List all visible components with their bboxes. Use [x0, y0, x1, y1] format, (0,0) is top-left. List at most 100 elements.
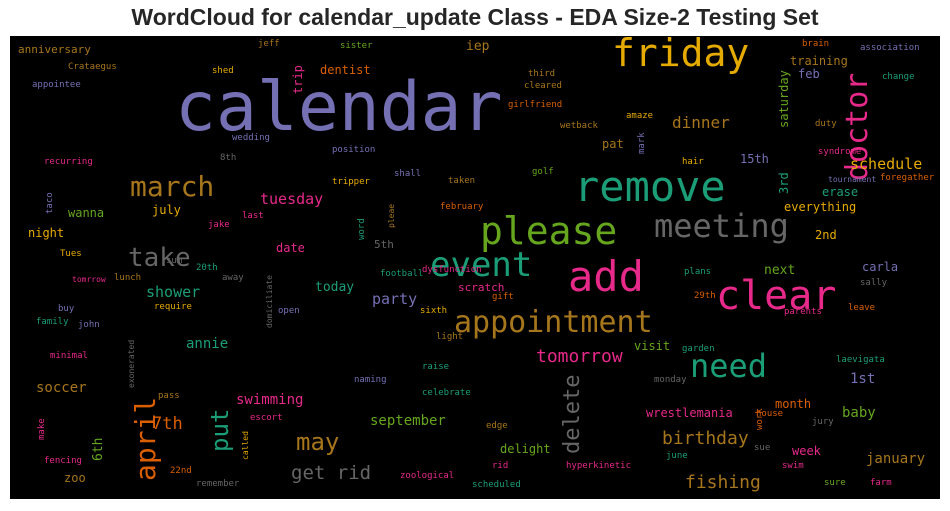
word-edge: edge [486, 421, 508, 431]
word-22nd: 22nd [170, 466, 192, 476]
word-erase: erase [822, 185, 859, 199]
word-everything: everything [784, 200, 857, 214]
word-jake: jake [208, 220, 230, 230]
word-cleared: cleared [524, 81, 562, 91]
word-tripper: tripper [332, 177, 370, 187]
word-event: event [430, 245, 533, 285]
word-scheduled: scheduled [472, 480, 521, 490]
word-15th: 15th [740, 152, 769, 166]
word-swimming: swimming [236, 392, 304, 408]
word-require: require [154, 302, 192, 312]
word-light: light [436, 332, 464, 342]
word-june: june [666, 451, 688, 461]
word-foregather: foregather [880, 173, 935, 183]
word-sally: sally [860, 278, 888, 288]
word-5th: 5th [374, 238, 394, 251]
word-called: called [241, 431, 250, 460]
word-shed: shed [212, 66, 234, 76]
word-july: july [152, 203, 181, 217]
word-football: football [380, 269, 424, 279]
word-training: training [790, 54, 848, 68]
word-hair: hair [682, 157, 704, 167]
word-dinner: dinner [672, 113, 730, 132]
word-date: date [276, 241, 305, 255]
chart-title: WordCloud for calendar_update Class - ED… [131, 4, 819, 30]
word-parents: parents [784, 307, 822, 317]
word-zoological: zoological [400, 471, 455, 481]
word-tues: Tues [60, 249, 82, 259]
word-fencing: fencing [44, 456, 82, 466]
word-trip: trip [291, 65, 305, 94]
word-sister: sister [340, 41, 373, 51]
word-syndrome: syndrome [818, 147, 862, 157]
word-20th: 20th [196, 263, 218, 273]
word-september: september [370, 413, 446, 429]
word-wetback: wetback [560, 121, 598, 131]
word-month: month [775, 397, 812, 411]
word-john: john [78, 320, 100, 330]
word-garden: garden [682, 344, 715, 354]
word-baby: baby [842, 405, 876, 421]
word-party: party [372, 290, 418, 308]
word-golf: golf [532, 167, 554, 177]
word-celebrate: celebrate [422, 388, 471, 398]
word-brain: brain [802, 39, 830, 49]
word-crataegus: Crataegus [68, 62, 117, 72]
word-wrestlemania: wrestlemania [646, 406, 733, 420]
word-jury: jury [812, 417, 834, 427]
word-carla: carla [862, 260, 899, 274]
word-last: last [242, 211, 264, 221]
word-february: february [440, 202, 484, 212]
word-scratch: scratch [458, 281, 505, 294]
word-soccer: soccer [36, 380, 87, 396]
word-january: january [866, 451, 926, 467]
word-minimal: minimal [50, 351, 88, 361]
word-remember: remember [196, 479, 240, 489]
word-annie: annie [186, 336, 229, 352]
word-laevigata: laevigata [836, 355, 885, 365]
word-tomorrow: tomorrow [536, 346, 623, 367]
wordcloud-canvas: calendar friday remove please meeting cl… [10, 36, 940, 499]
word-feb: feb [798, 67, 820, 81]
word-make: make [37, 418, 47, 440]
word-6th: 6th [91, 437, 106, 461]
word-calendar: calendar [175, 68, 503, 147]
word-association: association [860, 43, 920, 53]
word-work: work [755, 408, 765, 430]
word-sixth: sixth [420, 306, 448, 316]
word-shall: shall [394, 169, 422, 179]
word-swim: swim [782, 461, 804, 471]
word-plead: pleae [387, 203, 396, 228]
word-away: away [222, 273, 244, 283]
word-visit: visit [634, 339, 671, 353]
word-remove: remove [574, 162, 726, 211]
word-plans: plans [684, 267, 712, 277]
word-3rd: 3rd [777, 172, 791, 194]
word-tournament: tournament [828, 175, 877, 184]
word-house: house [756, 409, 784, 419]
word-clear: clear [716, 273, 837, 319]
word-zoo: zoo [64, 471, 86, 485]
word-get-rid: get rid [291, 462, 372, 484]
word-2nd: 2nd [815, 228, 837, 242]
word-gift: gift [492, 292, 514, 302]
word-leave: leave [848, 303, 876, 313]
word-rid: rid [492, 461, 509, 471]
word-meeting: meeting [654, 207, 789, 245]
word-recurring: recurring [44, 157, 93, 167]
word-schedule: schedule [850, 155, 923, 173]
word-naming: naming [354, 375, 387, 385]
word-pass: pass [158, 391, 180, 401]
word-pat: pat [602, 137, 624, 151]
word-raise: raise [422, 362, 450, 372]
word-taken: taken [448, 176, 476, 186]
word-anniversary: anniversary [18, 43, 91, 56]
word-next: next [764, 263, 796, 278]
word-dysfunction: dysfunction [422, 265, 482, 275]
word-today: today [315, 280, 355, 295]
word-word: word [357, 218, 367, 240]
word-mark: mark [637, 132, 647, 154]
word-tuesday: tuesday [260, 190, 324, 208]
word-1st: 1st [850, 371, 876, 387]
word-wanna: wanna [68, 206, 105, 220]
